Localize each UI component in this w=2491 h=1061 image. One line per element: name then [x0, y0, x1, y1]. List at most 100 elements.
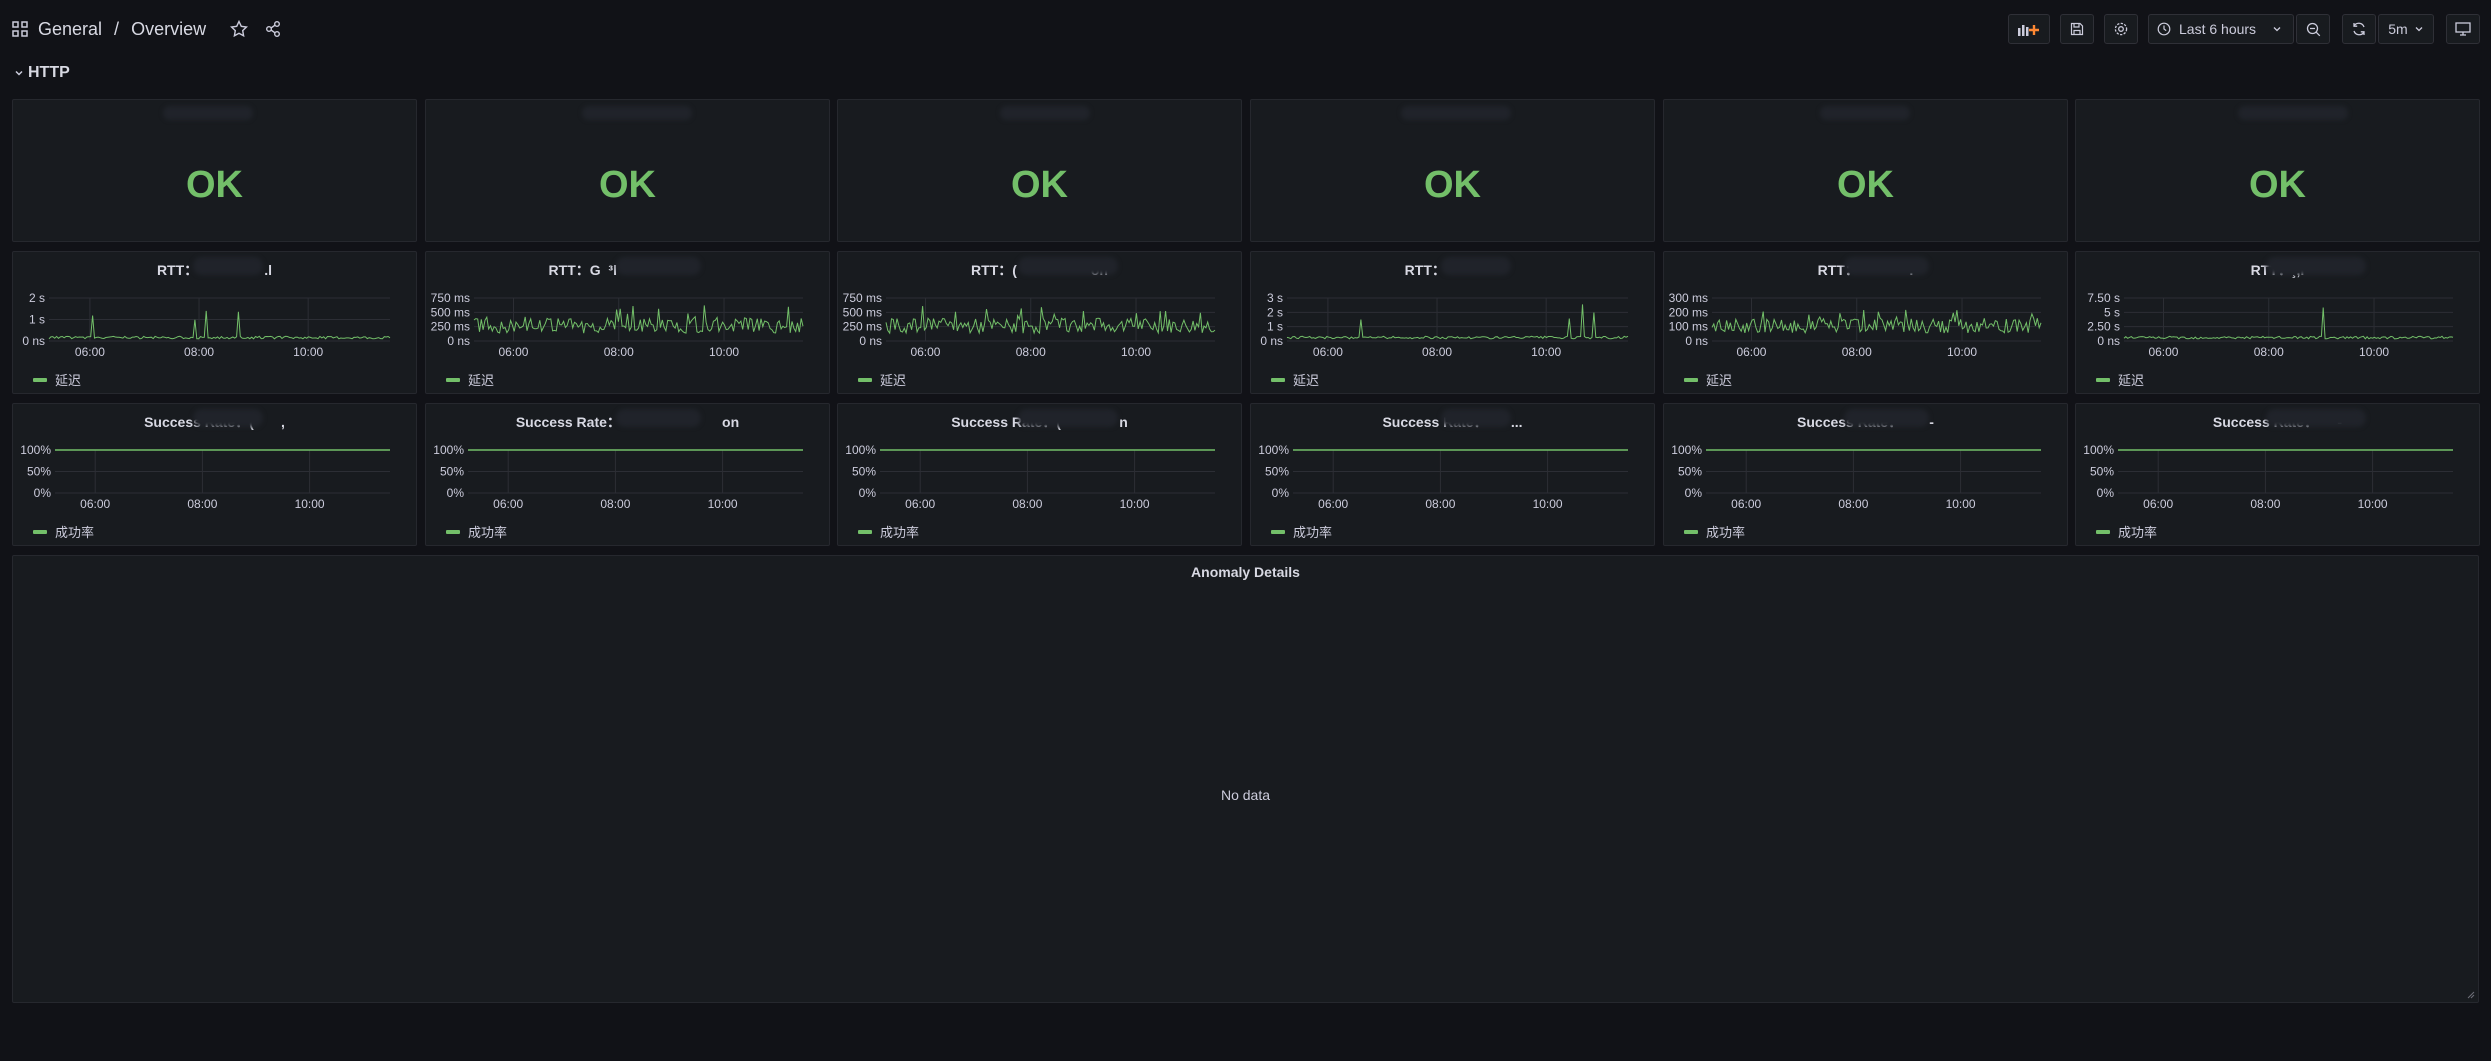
y-tick-label: 750 ms [843, 291, 882, 305]
panel-title: RTT： .l [156, 262, 273, 278]
success-rate-panel: Success Rate：( n100%50%0%06:0008:0010:00… [837, 403, 1242, 546]
y-tick-label: 750 ms [431, 291, 470, 305]
redacted-title [193, 257, 263, 275]
x-tick-label: 06:00 [75, 345, 105, 359]
timeseries-chart[interactable]: 2 s 1 s 0 ns 06:00 08:00 10:00 [13, 252, 416, 362]
zoom-out-button[interactable] [2296, 14, 2330, 44]
monitor-icon [2455, 22, 2471, 36]
x-tick-label: 10:00 [1946, 497, 1976, 511]
status-value: OK [1837, 164, 1894, 206]
timeseries-chart[interactable]: 100% 50% 0% 06:00 08:00 10:00 [1664, 404, 2067, 514]
y-tick-label: 1 s [29, 313, 45, 327]
legend-item[interactable]: 延迟 [33, 370, 81, 389]
chevron-down-icon [2415, 27, 2423, 32]
y-tick-label: 50% [852, 465, 876, 479]
row-header-http[interactable]: HTTP [14, 64, 70, 82]
legend-label: 延迟 [55, 373, 82, 388]
legend-item[interactable]: 延迟 [858, 370, 906, 389]
redacted-title [1401, 106, 1511, 120]
save-dashboard-button[interactable] [2060, 14, 2094, 44]
series-line [48, 310, 391, 340]
timeseries-chart[interactable]: 100% 50% 0% 06:00 08:00 10:00 [1251, 404, 1654, 514]
breadcrumb-dashboard[interactable]: Overview [131, 18, 207, 39]
y-tick-label: 0 ns [2097, 334, 2120, 348]
x-tick-label: 10:00 [1533, 497, 1563, 511]
x-tick-label: 10:00 [1531, 345, 1561, 359]
legend-item[interactable]: 延迟 [446, 370, 494, 389]
time-range-picker[interactable]: Last 6 hours [2148, 14, 2294, 44]
x-tick-label: 10:00 [709, 345, 739, 359]
legend-label: 延迟 [468, 373, 495, 388]
timeseries-chart[interactable]: 100% 50% 0% 06:00 08:00 10:00 [838, 404, 1241, 514]
legend-item[interactable]: 成功率 [2096, 522, 2157, 541]
y-tick-label: 500 ms [843, 305, 882, 319]
refresh-interval-label: 5m [2388, 21, 2408, 37]
y-tick-label: 0 ns [1260, 334, 1283, 348]
legend-swatch [1271, 529, 1285, 534]
series-line [473, 305, 804, 334]
legend-item[interactable]: 延迟 [1684, 370, 1732, 389]
x-tick-label: 08:00 [2254, 345, 2284, 359]
y-tick-label: 50% [27, 465, 51, 479]
redacted-title [1820, 106, 1910, 120]
x-tick-label: 06:00 [498, 345, 528, 359]
legend-swatch [1684, 377, 1698, 382]
timeseries-chart[interactable]: 100% 50% 0% 06:00 08:00 10:00 [13, 404, 416, 514]
x-tick-label: 08:00 [1425, 497, 1455, 511]
legend-item[interactable]: 延迟 [2096, 370, 2144, 389]
share-icon[interactable] [264, 20, 282, 38]
row-title: HTTP [28, 64, 70, 81]
timeseries-chart[interactable]: 100% 50% 0% 06:00 08:00 10:00 [426, 404, 829, 514]
panel-title: Anomaly Details [1191, 564, 1300, 580]
refresh-button[interactable] [2342, 14, 2376, 44]
x-tick-label: 06:00 [905, 497, 935, 511]
chevron-down-icon [2273, 27, 2281, 32]
redacted-title [2266, 257, 2366, 275]
x-tick-label: 06:00 [1736, 345, 1766, 359]
timeseries-chart[interactable]: 7.50 s5 s2.50 s0 ns 06:00 08:00 10:00 [2076, 252, 2479, 362]
redacted-title [1000, 106, 1090, 120]
legend-swatch [1684, 529, 1698, 534]
y-tick-label: 3 s [1267, 291, 1283, 305]
add-panel-icon [2018, 25, 2039, 36]
timeseries-chart[interactable]: 3 s2 s1 s0 ns 06:00 08:00 10:00 [1251, 252, 1654, 362]
legend-label: 成功率 [880, 525, 920, 540]
x-tick-label: 06:00 [1313, 345, 1343, 359]
legend-label: 成功率 [2118, 525, 2158, 540]
y-tick-label: 0 ns [859, 334, 882, 348]
timeseries-chart[interactable]: 100% 50% 0% 06:00 08:00 10:00 [2076, 404, 2479, 514]
x-tick-label: 08:00 [2250, 497, 2280, 511]
x-tick-label: 06:00 [2143, 497, 2173, 511]
breadcrumb-folder[interactable]: General [38, 18, 103, 39]
legend-item[interactable]: 成功率 [1684, 522, 1745, 541]
chevron-down-icon [15, 70, 23, 76]
legend-item[interactable]: 成功率 [1271, 522, 1332, 541]
y-tick-label: 7.50 s [2087, 291, 2120, 305]
apps-grid-icon[interactable] [12, 21, 28, 37]
legend-item[interactable]: 成功率 [446, 522, 507, 541]
refresh-interval-picker[interactable]: 5m [2378, 14, 2434, 44]
status-panel: OK [1663, 99, 2068, 242]
x-tick-label: 10:00 [1120, 497, 1150, 511]
legend-item[interactable]: 成功率 [858, 522, 919, 541]
rtt-panel: RTT： .l 2 s 1 s 0 ns 06:00 08:00 10:00 延迟 [12, 251, 417, 394]
settings-button[interactable] [2104, 14, 2138, 44]
legend-item[interactable]: 成功率 [33, 522, 94, 541]
x-tick-label: 08:00 [187, 497, 217, 511]
top-nav: General / Overview Last 6 hours 5m [0, 0, 2491, 58]
redacted-title [1844, 409, 1929, 427]
save-icon [2070, 22, 2084, 36]
tv-mode-button[interactable] [2446, 14, 2480, 44]
redacted-title [582, 106, 692, 120]
star-icon[interactable] [230, 19, 249, 38]
redacted-title [193, 409, 263, 427]
legend-item[interactable]: 延迟 [1271, 370, 1319, 389]
resize-handle-icon[interactable] [2467, 991, 2475, 999]
y-tick-label: 250 ms [843, 320, 882, 334]
add-panel-button[interactable] [2008, 14, 2050, 44]
